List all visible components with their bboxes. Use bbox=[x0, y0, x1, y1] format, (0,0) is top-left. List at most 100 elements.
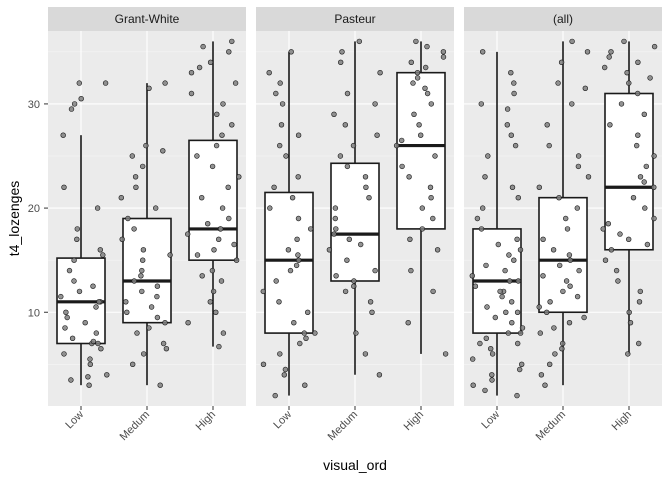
data-point bbox=[562, 215, 569, 222]
data-point bbox=[569, 38, 575, 45]
data-point bbox=[119, 236, 125, 243]
data-point bbox=[538, 372, 545, 378]
data-point bbox=[414, 69, 421, 76]
data-point bbox=[442, 351, 449, 357]
data-point bbox=[301, 330, 307, 336]
data-point bbox=[399, 163, 405, 170]
data-point bbox=[551, 325, 557, 331]
data-point bbox=[68, 377, 74, 383]
data-point bbox=[514, 309, 521, 315]
data-point bbox=[209, 267, 216, 274]
data-point bbox=[635, 340, 642, 347]
data-point bbox=[124, 309, 130, 315]
data-point bbox=[508, 132, 514, 138]
data-point bbox=[283, 153, 289, 159]
data-point bbox=[440, 54, 447, 60]
data-point bbox=[102, 80, 109, 86]
data-point bbox=[207, 59, 214, 65]
data-point bbox=[134, 330, 140, 336]
data-point bbox=[428, 101, 434, 107]
data-point bbox=[515, 278, 521, 284]
data-point bbox=[154, 293, 160, 300]
data-point bbox=[555, 80, 561, 86]
data-point bbox=[85, 374, 91, 380]
data-point bbox=[567, 257, 573, 263]
data-point bbox=[372, 101, 378, 107]
data-point bbox=[576, 267, 582, 274]
data-point bbox=[581, 314, 587, 321]
data-point bbox=[154, 283, 161, 289]
data-point bbox=[411, 111, 417, 118]
data-point bbox=[512, 142, 519, 149]
data-point bbox=[489, 377, 495, 383]
data-point bbox=[504, 106, 511, 112]
data-point bbox=[278, 122, 285, 128]
data-point bbox=[607, 122, 613, 128]
data-point bbox=[162, 320, 168, 326]
data-point bbox=[615, 278, 621, 284]
data-point bbox=[139, 267, 145, 274]
data-point bbox=[601, 64, 608, 71]
data-point bbox=[277, 351, 283, 357]
data-point bbox=[273, 90, 279, 97]
data-point bbox=[61, 184, 67, 191]
data-point bbox=[229, 38, 235, 45]
box bbox=[188, 139, 238, 261]
data-point bbox=[100, 252, 106, 258]
data-point bbox=[96, 299, 102, 305]
data-point bbox=[574, 205, 580, 211]
data-point bbox=[410, 80, 416, 86]
data-point bbox=[125, 215, 131, 222]
data-point bbox=[74, 236, 80, 243]
data-point bbox=[514, 392, 520, 399]
data-point bbox=[233, 257, 240, 263]
data-point bbox=[606, 54, 612, 60]
data-point bbox=[560, 288, 566, 295]
data-point bbox=[139, 288, 145, 295]
data-point bbox=[514, 340, 521, 347]
strip-label: Grant-White bbox=[115, 12, 180, 26]
strip-label: Pasteur bbox=[334, 12, 375, 26]
data-point bbox=[287, 267, 294, 274]
data-point bbox=[185, 320, 191, 326]
data-point bbox=[428, 195, 434, 201]
data-point bbox=[90, 283, 96, 289]
box bbox=[604, 92, 654, 251]
data-point bbox=[194, 252, 201, 258]
data-point bbox=[546, 361, 553, 367]
data-point bbox=[229, 122, 235, 128]
data-point bbox=[514, 236, 520, 243]
data-point bbox=[205, 221, 211, 227]
data-point bbox=[351, 278, 357, 284]
data-point bbox=[160, 148, 166, 154]
data-point bbox=[194, 153, 200, 159]
data-point bbox=[293, 262, 300, 269]
data-point bbox=[148, 304, 155, 310]
data-point bbox=[478, 101, 484, 107]
data-point bbox=[76, 288, 83, 295]
data-point bbox=[480, 205, 486, 211]
data-point bbox=[544, 122, 550, 128]
data-point bbox=[302, 382, 308, 388]
panel-pasteur: Pasteur bbox=[256, 7, 454, 410]
data-point bbox=[489, 372, 495, 378]
data-point bbox=[509, 299, 515, 305]
data-point bbox=[185, 231, 191, 237]
data-point bbox=[199, 195, 205, 201]
data-point bbox=[266, 69, 272, 76]
data-point bbox=[482, 387, 488, 394]
y-tick-label: 20 bbox=[28, 203, 40, 215]
data-point bbox=[160, 340, 167, 347]
data-point bbox=[399, 137, 405, 144]
data-point bbox=[225, 184, 231, 191]
data-point bbox=[60, 132, 66, 138]
data-point bbox=[552, 351, 558, 357]
data-point bbox=[337, 153, 344, 159]
data-point bbox=[634, 90, 641, 97]
data-point bbox=[602, 257, 609, 263]
data-point bbox=[312, 330, 318, 336]
data-point bbox=[344, 257, 350, 263]
data-point bbox=[226, 215, 232, 222]
data-point bbox=[276, 299, 282, 305]
